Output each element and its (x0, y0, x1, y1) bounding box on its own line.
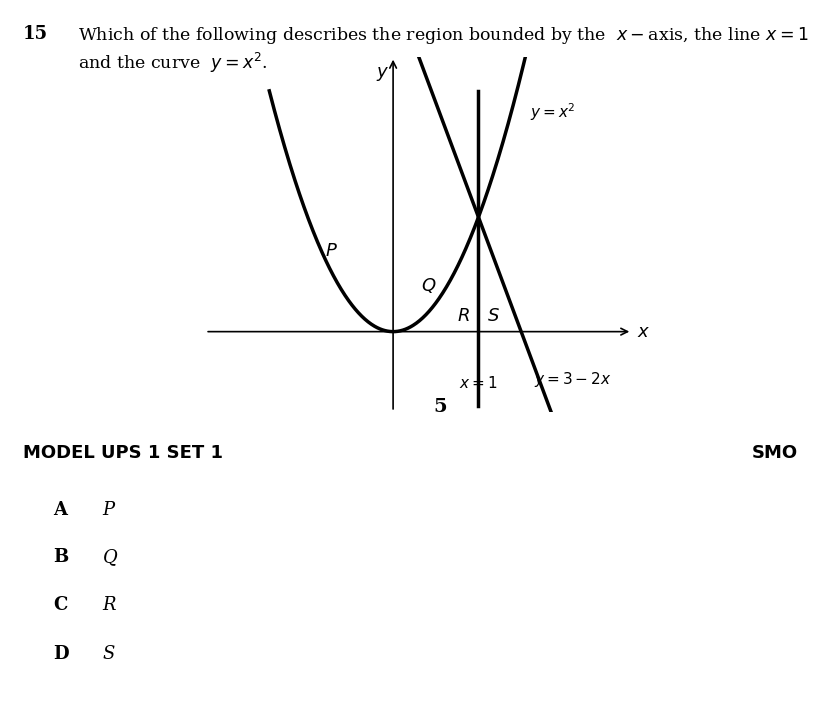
Text: P: P (103, 501, 115, 518)
Text: D: D (53, 645, 69, 662)
Text: $S$: $S$ (487, 307, 499, 324)
Text: $R$: $R$ (456, 307, 470, 324)
Text: R: R (103, 596, 116, 614)
Text: $x=1$: $x=1$ (459, 375, 498, 391)
Text: A: A (53, 501, 67, 518)
Text: 15: 15 (23, 25, 48, 43)
Text: MODEL UPS 1 SET 1: MODEL UPS 1 SET 1 (23, 444, 223, 462)
Text: B: B (53, 548, 69, 566)
Text: Which of the following describes the region bounded by the  $x-$axis, the line $: Which of the following describes the reg… (78, 25, 809, 46)
Text: $y$: $y$ (375, 65, 389, 83)
Text: C: C (53, 596, 68, 614)
Text: $Q$: $Q$ (421, 276, 437, 295)
Text: $y=x^2$: $y=x^2$ (530, 102, 576, 124)
Text: Q: Q (103, 548, 117, 566)
Text: $y=3-2x$: $y=3-2x$ (534, 370, 612, 389)
Text: $P$: $P$ (325, 243, 338, 261)
Text: SMO: SMO (752, 444, 798, 462)
Text: $x$: $x$ (637, 322, 650, 341)
Text: S: S (103, 645, 115, 662)
Text: 5: 5 (433, 398, 447, 416)
Text: and the curve  $y=x^2$.: and the curve $y=x^2$. (78, 51, 268, 75)
